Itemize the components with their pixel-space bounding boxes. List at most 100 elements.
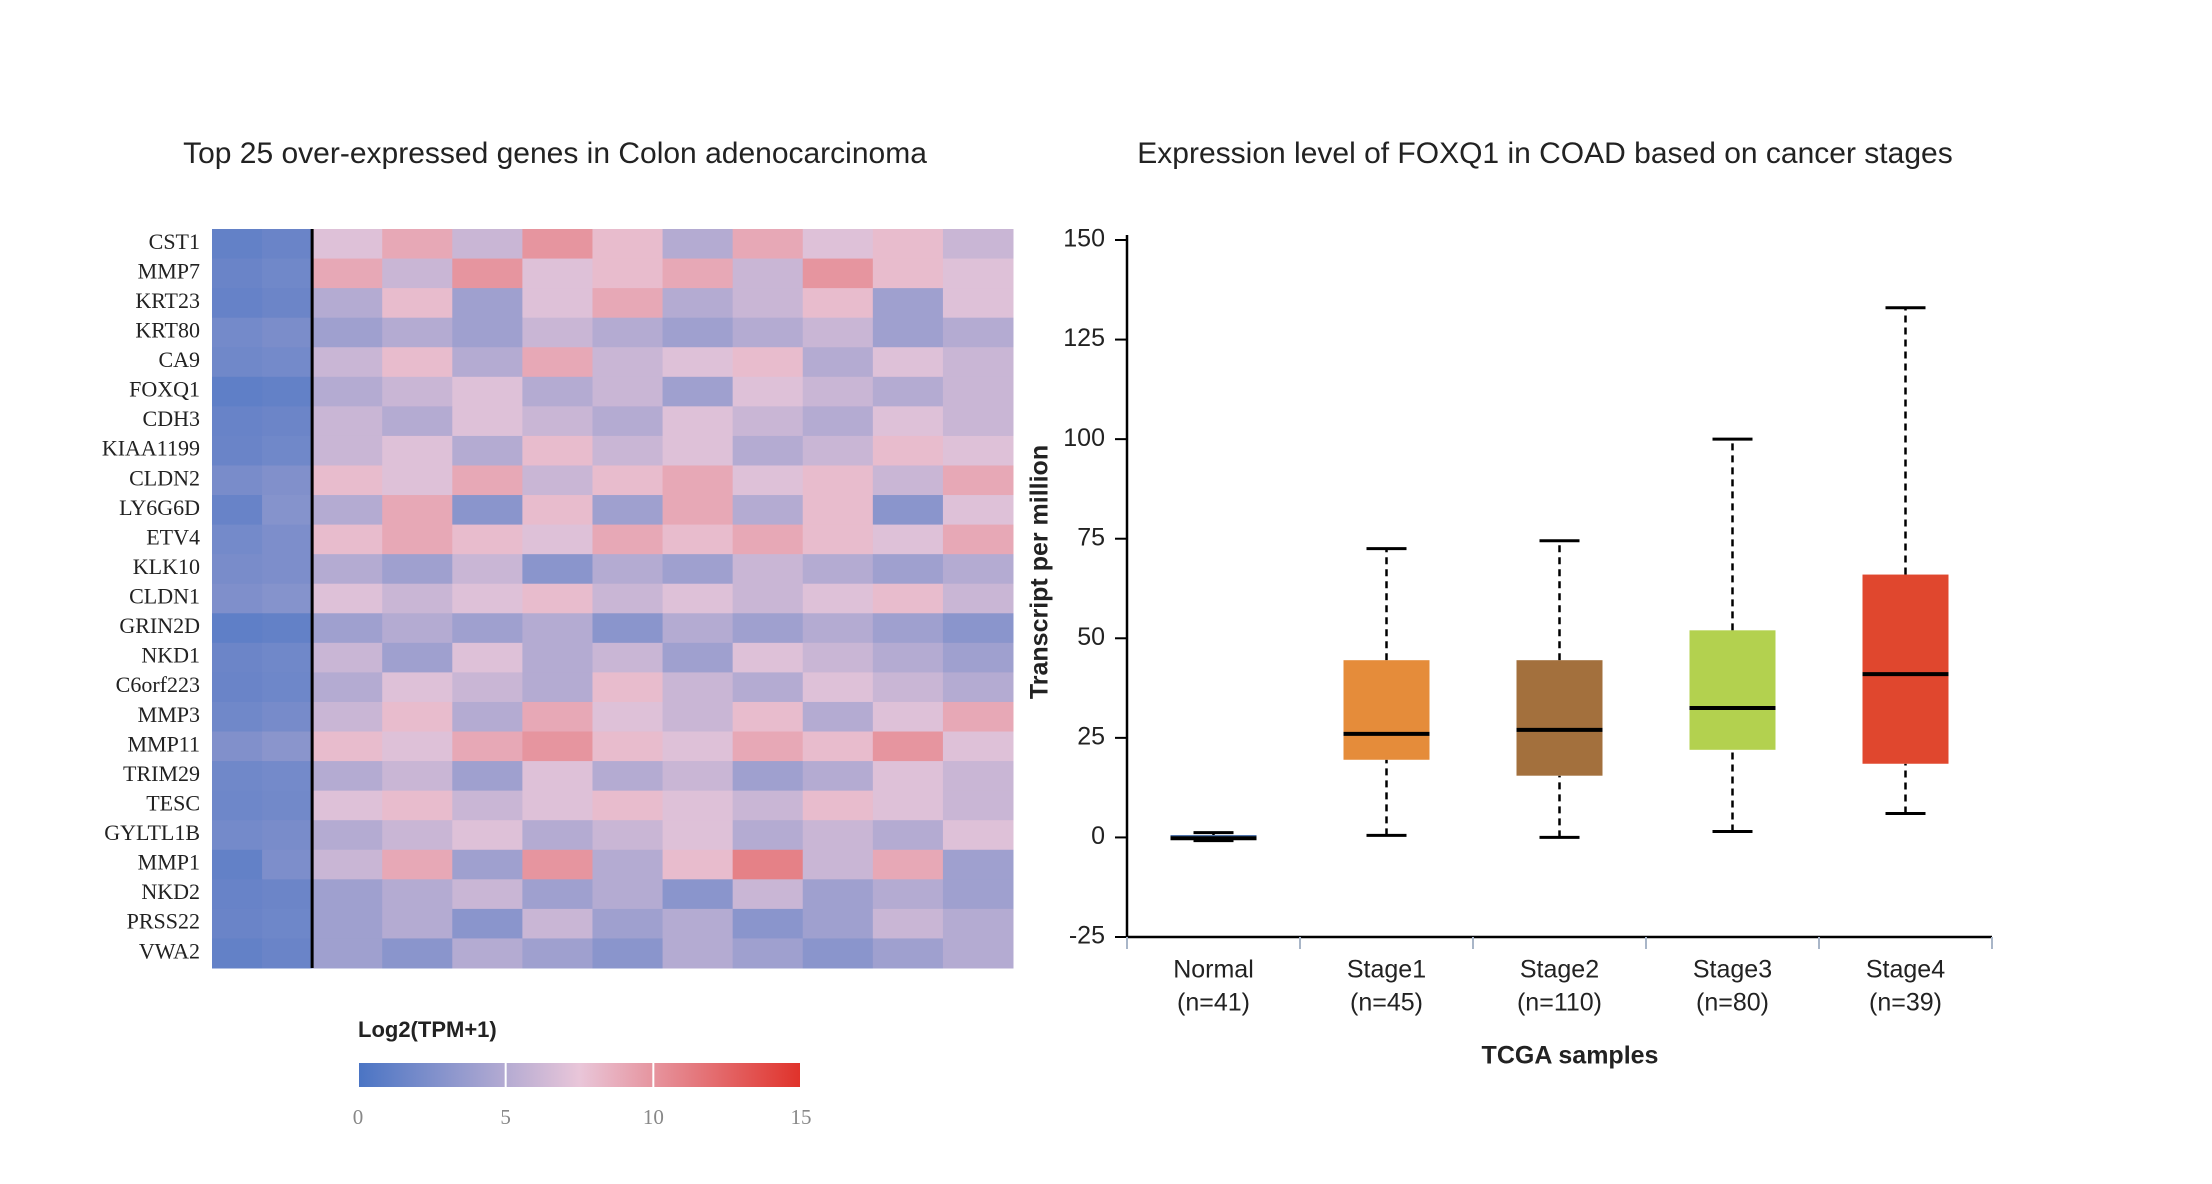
heatmap-cell: [802, 376, 874, 407]
heatmap-cell: [522, 495, 593, 526]
heatmap-cell: [592, 938, 664, 969]
heatmap-cell: [592, 524, 664, 555]
heatmap-cell: [382, 288, 453, 319]
heatmap-cell: [592, 849, 664, 880]
heatmap-cell: [732, 672, 804, 703]
heatmap-cell: [382, 790, 453, 821]
gene-label: MMP7: [138, 258, 200, 283]
heatmap-cell: [262, 672, 313, 703]
heatmap-cell: [312, 908, 383, 939]
heatmap-cell: [382, 435, 453, 466]
heatmap-cell: [382, 879, 453, 910]
box: [1516, 660, 1603, 776]
heatmap-cell: [662, 908, 734, 939]
gene-label: KIAA1199: [102, 436, 200, 461]
colorbar-tick-label: 0: [353, 1105, 364, 1129]
heatmap-cell: [452, 347, 523, 378]
heatmap-cell: [592, 435, 664, 466]
heatmap-cell: [312, 435, 383, 466]
heatmap-cell: [732, 524, 804, 555]
x-tick-label: Stage3: [1693, 956, 1772, 984]
heatmap-cell: [382, 554, 453, 585]
heatmap-cell: [872, 347, 944, 378]
heatmap-cell: [942, 229, 1014, 260]
heatmap-cell: [942, 613, 1014, 644]
heatmap-cell: [262, 879, 313, 910]
gene-label: KLK10: [133, 554, 200, 579]
heatmap-cell: [802, 288, 874, 319]
heatmap-cell: [942, 495, 1014, 526]
heatmap-cell: [522, 435, 593, 466]
heatmap-cell: [312, 613, 383, 644]
heatmap-cell: [452, 435, 523, 466]
heatmap-cell: [662, 613, 734, 644]
heatmap-cell: [942, 938, 1014, 969]
gene-label: MMP3: [138, 702, 200, 727]
heatmap-cell: [262, 642, 313, 673]
heatmap-cell: [662, 495, 734, 526]
heatmap-cell: [942, 524, 1014, 555]
heatmap-cell: [942, 435, 1014, 466]
heatmap-cell: [312, 465, 383, 496]
heatmap-cell: [732, 701, 804, 733]
heatmap-cell: [382, 820, 453, 851]
heatmap-cell: [732, 554, 804, 585]
heatmap-cell: [262, 554, 313, 585]
heatmap-cell: [732, 583, 804, 614]
heatmap-cell: [872, 908, 944, 939]
heatmap-cell: [732, 731, 804, 762]
heatmap-cell: [382, 731, 453, 762]
heatmap-cell: [382, 524, 453, 555]
heatmap-cell: [212, 938, 263, 969]
heatmap-cell: [732, 435, 804, 466]
heatmap-cell: [262, 229, 313, 260]
heatmap-cell: [262, 347, 313, 378]
heatmap-cell: [942, 761, 1014, 792]
heatmap-cell: [732, 406, 804, 437]
heatmap-cell: [312, 731, 383, 762]
heatmap-cell: [872, 554, 944, 585]
heatmap-cell: [522, 642, 593, 673]
heatmap-cell: [732, 258, 804, 289]
heatmap-cell: [872, 465, 944, 496]
heatmap-cell: [872, 406, 944, 437]
heatmap-cell: [212, 849, 263, 880]
heatmap-cell: [262, 376, 313, 407]
heatmap-cell: [732, 465, 804, 496]
heatmap-cell: [522, 879, 593, 910]
colorbar-tick-label: 5: [500, 1105, 511, 1129]
heatmap-cell: [872, 938, 944, 969]
heatmap-cell: [662, 761, 734, 792]
heatmap-cell: [522, 317, 593, 348]
heatmap-cell: [262, 613, 313, 644]
heatmap-cell: [872, 642, 944, 673]
heatmap-cell: [382, 376, 453, 407]
heatmap-cell: [522, 790, 593, 821]
heatmap-cell: [942, 554, 1014, 585]
heatmap-cell: [452, 258, 523, 289]
heatmap-cell: [212, 258, 263, 289]
heatmap-cell: [942, 820, 1014, 851]
heatmap-cell: [592, 554, 664, 585]
heatmap-cell: [212, 908, 263, 939]
heatmap-cell: [802, 642, 874, 673]
heatmap-cell: [262, 317, 313, 348]
heatmap-cell: [262, 790, 313, 821]
heatmap-cell: [312, 849, 383, 880]
heatmap-cell: [522, 761, 593, 792]
heatmap-cell: [592, 790, 664, 821]
heatmap-cell: [382, 258, 453, 289]
heatmap-cell: [662, 849, 734, 880]
heatmap-cell: [452, 524, 523, 555]
heatmap-cell: [452, 879, 523, 910]
heatmap-cell: [312, 701, 383, 733]
heatmap-cell: [592, 613, 664, 644]
heatmap-cell: [942, 879, 1014, 910]
heatmap-cell: [662, 258, 734, 289]
heatmap-cell: [522, 376, 593, 407]
heatmap-cell: [212, 347, 263, 378]
heatmap-cell: [662, 288, 734, 319]
heatmap-cell: [592, 229, 664, 260]
heatmap-cell: [382, 229, 453, 260]
heatmap-cell: [452, 465, 523, 496]
